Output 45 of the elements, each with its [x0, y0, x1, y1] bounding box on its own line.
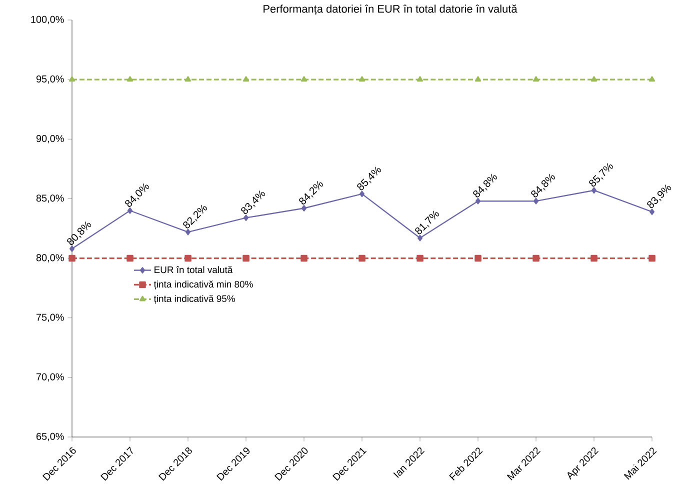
point	[300, 76, 308, 82]
point	[358, 254, 366, 262]
point	[532, 254, 540, 262]
y-tick-label: 70,0%	[36, 373, 64, 382]
point	[474, 76, 482, 82]
y-tick-label: 85,0%	[36, 194, 64, 203]
y-tick-label: 100,0%	[31, 16, 64, 24]
point	[127, 207, 133, 214]
point	[590, 76, 598, 82]
point	[649, 208, 655, 216]
point	[69, 246, 75, 252]
y-tick-label: 80,0%	[36, 254, 64, 262]
point	[358, 76, 366, 82]
point	[301, 205, 307, 212]
point	[590, 254, 598, 262]
point	[242, 254, 250, 262]
point	[416, 254, 424, 262]
point	[68, 254, 76, 262]
point	[648, 254, 656, 262]
point	[184, 254, 192, 262]
point	[359, 190, 365, 198]
legend-label: ținta indicativă 95%	[154, 294, 235, 304]
point	[126, 254, 134, 262]
point	[300, 254, 308, 262]
y-tick-label: 90,0%	[36, 135, 64, 144]
point	[416, 76, 424, 82]
point	[648, 76, 656, 82]
point	[532, 76, 540, 82]
point	[417, 234, 423, 242]
legend-label: ținta indicativă min 80%	[154, 280, 253, 290]
y-tick-label: 75,0%	[36, 314, 64, 322]
point	[533, 198, 539, 204]
chart-title: Performanța datoriei în EUR în total datorie în valută	[264, 4, 518, 15]
point	[126, 76, 134, 82]
point	[474, 254, 482, 262]
point	[475, 198, 481, 204]
y-tick-label: 95,0%	[36, 75, 64, 84]
legend-label: EUR în total valută	[154, 266, 233, 274]
point	[68, 76, 76, 82]
point	[591, 187, 597, 194]
point	[184, 76, 192, 82]
point	[243, 214, 249, 221]
point	[242, 76, 250, 82]
point	[185, 228, 191, 236]
y-tick-label: 65,0%	[36, 432, 64, 442]
